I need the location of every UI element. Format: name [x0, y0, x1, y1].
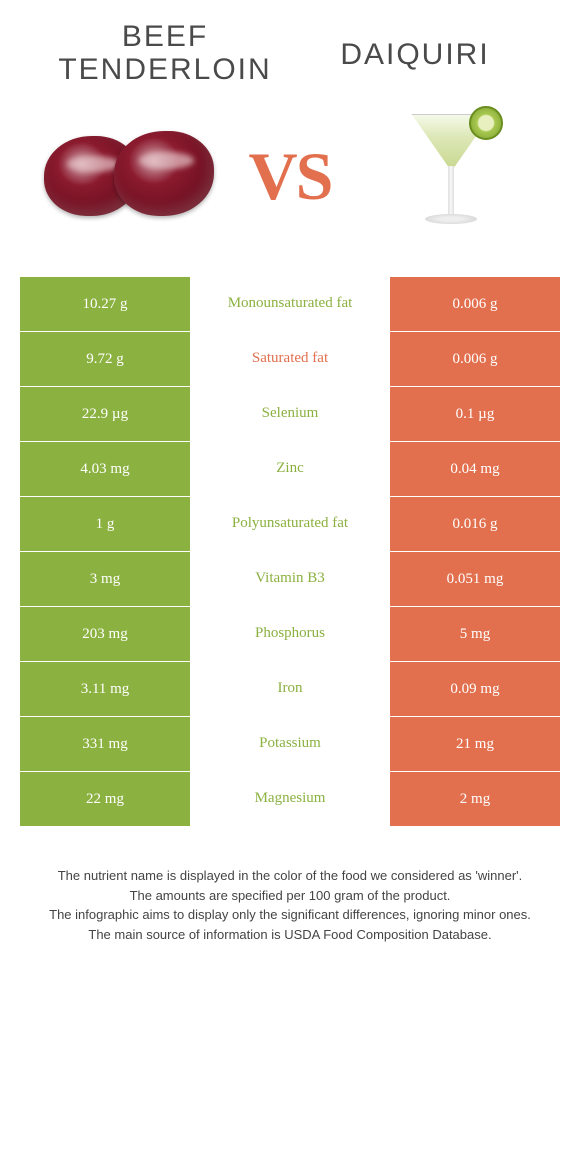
left-value: 1 g	[20, 496, 190, 551]
right-value: 0.006 g	[390, 331, 560, 386]
nutrient-label: Magnesium	[190, 771, 390, 826]
table-row: 3 mgVitamin B30.051 mg	[20, 551, 560, 606]
table-row: 4.03 mgZinc0.04 mg	[20, 441, 560, 496]
table-row: 22.9 µgSelenium0.1 µg	[20, 386, 560, 441]
table-row: 9.72 gSaturated fat0.006 g	[20, 331, 560, 386]
header: BEEF TENDERLOIN DAIQUIRI	[0, 0, 580, 96]
nutrient-label: Selenium	[190, 386, 390, 441]
beef-image	[39, 106, 219, 246]
left-value: 9.72 g	[20, 331, 190, 386]
vs-row: VS	[0, 96, 580, 276]
right-food-title: DAIQUIRI	[290, 20, 540, 86]
nutrient-label: Iron	[190, 661, 390, 716]
table-row: 22 mgMagnesium2 mg	[20, 771, 560, 826]
right-value: 0.04 mg	[390, 441, 560, 496]
vs-label: VS	[249, 137, 332, 216]
left-value: 3.11 mg	[20, 661, 190, 716]
footer-line: The main source of information is USDA F…	[30, 925, 550, 945]
right-value: 0.016 g	[390, 496, 560, 551]
footer-line: The amounts are specified per 100 gram o…	[30, 886, 550, 906]
footer-line: The infographic aims to display only the…	[30, 905, 550, 925]
left-food-title: BEEF TENDERLOIN	[40, 20, 290, 86]
table-row: 3.11 mgIron0.09 mg	[20, 661, 560, 716]
left-value: 22.9 µg	[20, 386, 190, 441]
daiquiri-image	[361, 106, 541, 246]
left-value: 4.03 mg	[20, 441, 190, 496]
comparison-table: 10.27 gMonounsaturated fat0.006 g9.72 gS…	[20, 276, 560, 826]
nutrient-label: Zinc	[190, 441, 390, 496]
nutrient-label: Potassium	[190, 716, 390, 771]
right-value: 0.051 mg	[390, 551, 560, 606]
left-value: 331 mg	[20, 716, 190, 771]
right-value: 2 mg	[390, 771, 560, 826]
left-value: 3 mg	[20, 551, 190, 606]
table-row: 331 mgPotassium21 mg	[20, 716, 560, 771]
right-value: 5 mg	[390, 606, 560, 661]
left-value: 10.27 g	[20, 276, 190, 331]
nutrient-label: Vitamin B3	[190, 551, 390, 606]
nutrient-label: Saturated fat	[190, 331, 390, 386]
table-row: 10.27 gMonounsaturated fat0.006 g	[20, 276, 560, 331]
footer-line: The nutrient name is displayed in the co…	[30, 866, 550, 886]
table-row: 203 mgPhosphorus5 mg	[20, 606, 560, 661]
left-value: 22 mg	[20, 771, 190, 826]
right-value: 0.09 mg	[390, 661, 560, 716]
right-value: 0.1 µg	[390, 386, 560, 441]
left-value: 203 mg	[20, 606, 190, 661]
nutrient-label: Polyunsaturated fat	[190, 496, 390, 551]
nutrient-label: Phosphorus	[190, 606, 390, 661]
footer-notes: The nutrient name is displayed in the co…	[0, 826, 580, 944]
right-value: 21 mg	[390, 716, 560, 771]
right-value: 0.006 g	[390, 276, 560, 331]
table-row: 1 gPolyunsaturated fat0.016 g	[20, 496, 560, 551]
nutrient-label: Monounsaturated fat	[190, 276, 390, 331]
